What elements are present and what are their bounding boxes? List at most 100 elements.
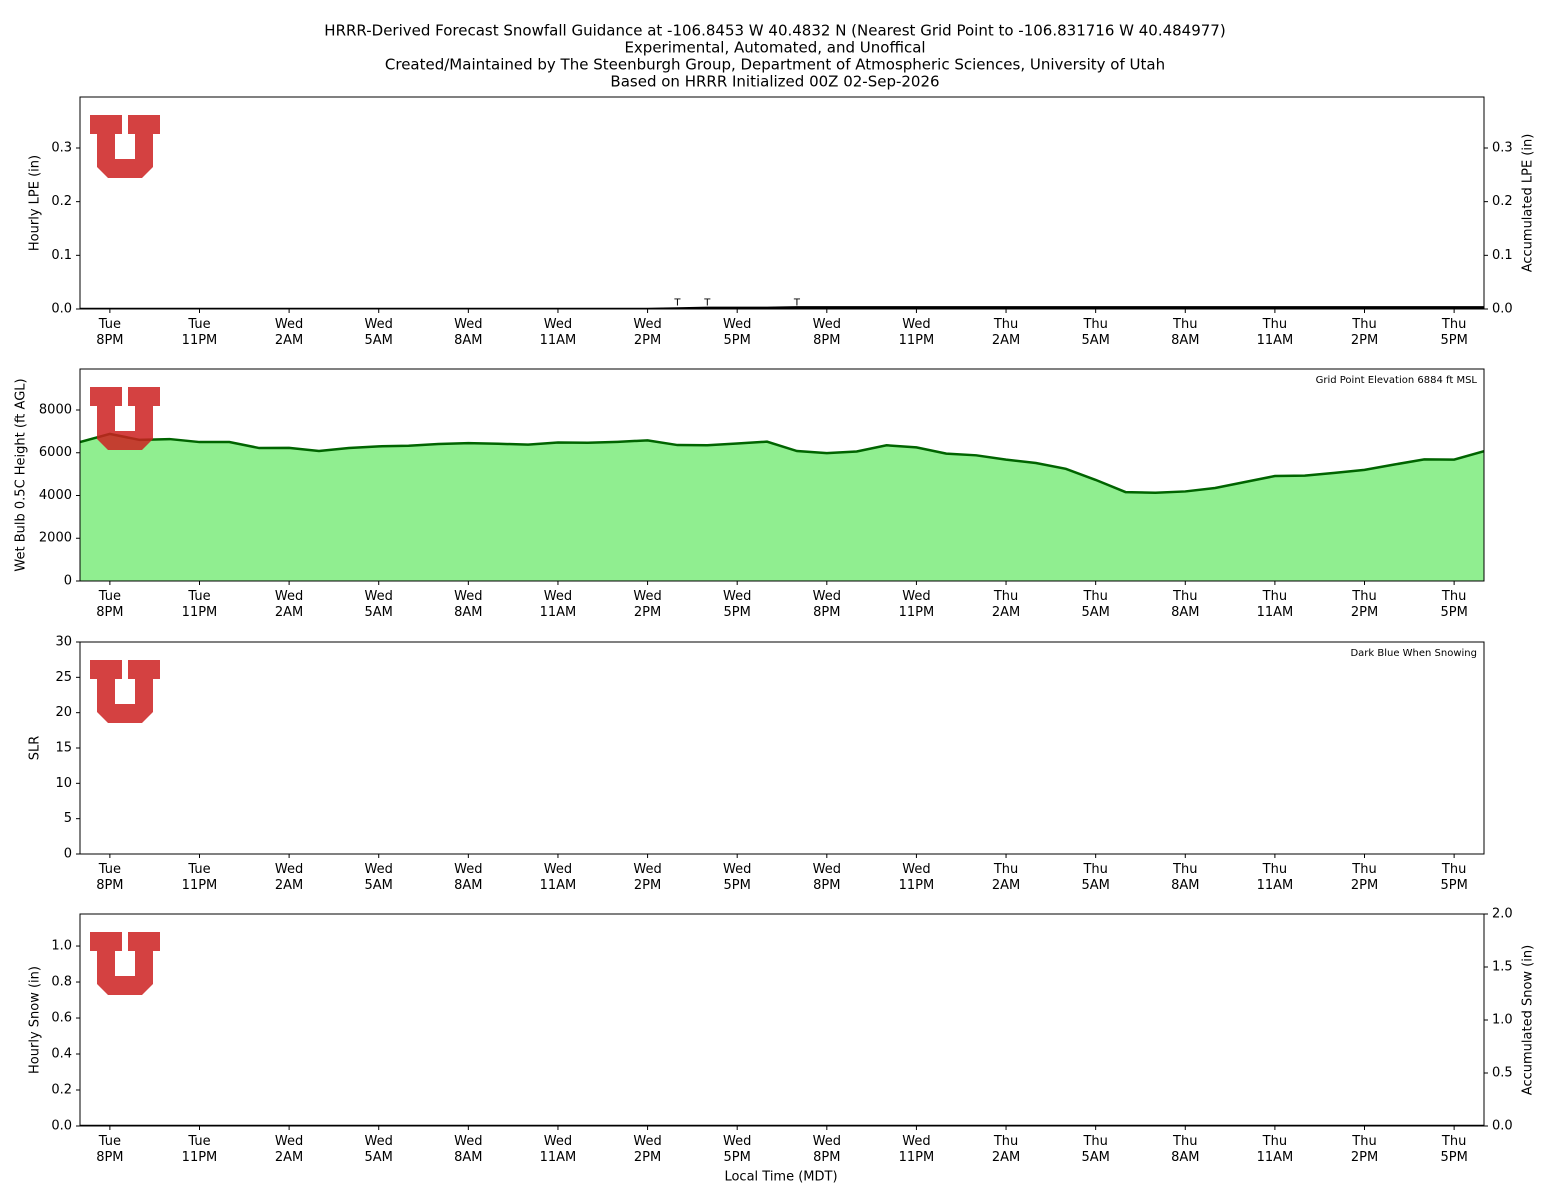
- x-tick-label: Wed 11AM: [539, 589, 577, 620]
- x-tick-label: Wed 8AM: [454, 589, 483, 620]
- y-tick-label: 15: [55, 741, 72, 756]
- x-tick-label: Wed 5PM: [723, 589, 752, 620]
- x-tick-label: Tue 8PM: [96, 317, 124, 348]
- value-label: T: [703, 297, 711, 308]
- y2-tick-label: 0.0: [1492, 1119, 1513, 1134]
- x-tick-label: Wed 2AM: [274, 589, 304, 620]
- x-tick-label: Thu 11AM: [1256, 862, 1294, 893]
- y-axis-label: SLR: [28, 736, 43, 761]
- x-tick-label: Wed 11AM: [539, 1134, 577, 1165]
- logo-shape: [90, 387, 160, 450]
- y2-axis-label: Accumulated Snow (in): [1521, 945, 1536, 1095]
- logo-shape: [90, 660, 160, 723]
- y-tick-label: 0.3: [51, 140, 72, 155]
- x-tick-label: Wed 8PM: [812, 1134, 841, 1165]
- x-tick-label: Wed 8AM: [454, 317, 483, 348]
- y-axis-label: Hourly Snow (in): [28, 966, 43, 1074]
- x-tick-label: Thu 2PM: [1350, 589, 1379, 620]
- x-tick-label: Tue 11PM: [181, 317, 218, 348]
- axes-frame: [79, 913, 1485, 1127]
- x-tick-label: Tue 11PM: [181, 862, 218, 893]
- x-tick-label: Wed 2AM: [274, 862, 304, 893]
- annotation: Grid Point Elevation 6884 ft MSL: [1316, 375, 1478, 386]
- x-tick-label: Wed 8AM: [454, 1134, 483, 1165]
- x-tick-label: Thu 2AM: [991, 862, 1021, 893]
- x-tick-label: Wed 8PM: [812, 862, 841, 893]
- y2-axis-label: Accumulated LPE (in): [1521, 134, 1536, 273]
- x-tick-label: Wed 5AM: [364, 317, 393, 348]
- x-tick-label: Tue 11PM: [181, 589, 218, 620]
- x-tick-label: Wed 11AM: [539, 317, 577, 348]
- y-tick-label: 0.6: [51, 1011, 72, 1026]
- x-tick-label: Tue 8PM: [96, 1134, 124, 1165]
- logo: [90, 115, 160, 178]
- x-tick-label: Thu 2AM: [991, 317, 1021, 348]
- x-tick-label: Wed 2AM: [274, 317, 304, 348]
- x-tick-label: Tue 8PM: [96, 862, 124, 893]
- x-tick-label: Thu 5AM: [1081, 1134, 1110, 1165]
- y-tick-label: 5: [64, 811, 72, 826]
- y-tick-label: 1.0: [51, 939, 72, 954]
- y-tick-label: 20: [55, 705, 72, 720]
- line: [80, 432, 1484, 494]
- y-tick-label: 0: [64, 847, 72, 862]
- x-tick-label: Thu 8AM: [1171, 317, 1200, 348]
- y2-tick-label: 0.3: [1492, 140, 1513, 155]
- y-axis-label: Hourly LPE (in): [28, 155, 43, 251]
- x-tick-label: Wed 11AM: [539, 862, 577, 893]
- y-tick-label: 2000: [39, 531, 72, 546]
- y-tick-label: 30: [55, 635, 72, 650]
- logo: [90, 932, 160, 995]
- x-tick-label: Thu 8AM: [1171, 862, 1200, 893]
- y-tick-label: 10: [55, 776, 72, 791]
- logo: [90, 387, 160, 450]
- chart-title: Based on HRRR Initialized 00Z 02-Sep-202…: [610, 73, 939, 91]
- y-tick-label: 0: [64, 574, 72, 589]
- y2-tick-label: 1.0: [1492, 1013, 1513, 1028]
- x-tick-label: Tue 11PM: [181, 1134, 218, 1165]
- y-tick-label: 8000: [39, 402, 72, 417]
- x-tick-label: Wed 8PM: [812, 589, 841, 620]
- logo: [90, 660, 160, 723]
- x-tick-label: Wed 5PM: [723, 862, 752, 893]
- y-axis-label: Wet Bulb 0.5C Height (ft AGL): [14, 378, 29, 571]
- x-tick-label: Thu 5AM: [1081, 317, 1110, 348]
- x-tick-label: Thu 11AM: [1256, 589, 1294, 620]
- x-tick-label: Thu 11AM: [1256, 317, 1294, 348]
- x-tick-label: Thu 2PM: [1350, 1134, 1379, 1165]
- x-tick-label: Wed 2PM: [633, 317, 662, 348]
- y-tick-label: 0.0: [51, 302, 72, 317]
- x-tick-label: Thu 5PM: [1440, 589, 1468, 620]
- y-tick-label: 0.8: [51, 975, 72, 990]
- y-tick-label: 25: [55, 670, 72, 685]
- logo-shape: [90, 932, 160, 995]
- x-tick-label: Wed 8PM: [812, 317, 841, 348]
- x-tick-label: Thu 5AM: [1081, 862, 1110, 893]
- y-tick-label: 4000: [39, 488, 72, 503]
- x-tick-label: Wed 5PM: [723, 1134, 752, 1165]
- y2-tick-label: 0.5: [1492, 1066, 1513, 1081]
- y-tick-label: 0.0: [51, 1119, 72, 1134]
- x-tick-label: Wed 2PM: [633, 589, 662, 620]
- y2-tick-label: 0.1: [1492, 248, 1513, 263]
- chart-title: Created/Maintained by The Steenburgh Gro…: [385, 56, 1165, 74]
- x-tick-label: Wed 8AM: [454, 862, 483, 893]
- x-tick-label: Wed 2PM: [633, 862, 662, 893]
- y-tick-label: 0.1: [51, 248, 72, 263]
- x-tick-label: Thu 8AM: [1171, 1134, 1200, 1165]
- x-tick-label: Thu 5PM: [1440, 862, 1468, 893]
- x-tick-label: Thu 2PM: [1350, 862, 1379, 893]
- line: [80, 306, 1484, 309]
- x-tick-label: Thu 2PM: [1350, 317, 1379, 348]
- logo-shape: [90, 115, 160, 178]
- value-label: T: [673, 297, 681, 308]
- x-tick-label: Thu 2AM: [991, 1134, 1021, 1165]
- axes-frame: [79, 368, 1485, 582]
- x-tick-label: Wed 5AM: [364, 589, 393, 620]
- x-tick-label: Wed 2PM: [633, 1134, 662, 1165]
- x-tick-label: Wed 11PM: [898, 862, 935, 893]
- y2-tick-label: 0.2: [1492, 194, 1513, 209]
- x-tick-label: Thu 5PM: [1440, 1134, 1468, 1165]
